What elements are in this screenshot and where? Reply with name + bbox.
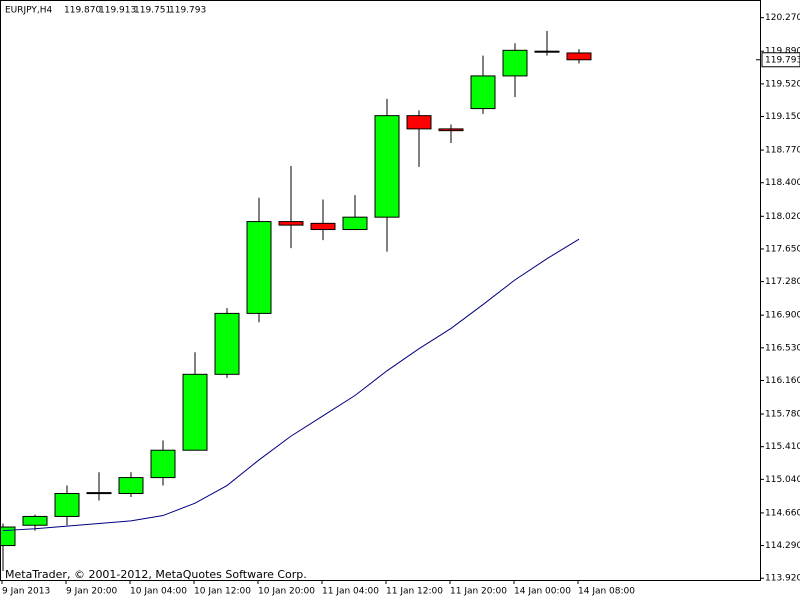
y-tick-label: 118.770 <box>765 146 800 156</box>
candle-body <box>534 50 560 53</box>
y-tick-label: 115.780 <box>765 410 800 420</box>
candle-body <box>342 216 368 231</box>
candle-body <box>86 492 112 495</box>
header-close: 119.793 <box>169 6 206 16</box>
candle-body <box>438 128 464 132</box>
candle-body <box>502 49 528 77</box>
candle-body <box>182 373 208 451</box>
x-tick-label: 11 Jan 04:00 <box>322 587 379 597</box>
y-tick-label: 115.410 <box>765 442 800 452</box>
x-tick-label: 14 Jan 00:00 <box>514 587 571 597</box>
y-tick-label: 116.160 <box>765 376 800 386</box>
y-tick-label: 119.150 <box>765 112 800 122</box>
candle-body <box>566 52 592 61</box>
candle-body <box>374 115 400 218</box>
x-tick-label: 14 Jan 08:00 <box>578 587 635 597</box>
candle-body <box>54 492 80 517</box>
y-tick-label: 114.660 <box>765 508 800 518</box>
plot-frame <box>0 0 761 581</box>
candle-body <box>406 115 432 130</box>
y-tick-label: 117.650 <box>765 244 800 254</box>
y-tick-label: 117.280 <box>765 277 800 287</box>
header-open: 119.870 <box>64 6 101 16</box>
x-tick-label: 9 Jan 20:00 <box>66 587 118 597</box>
x-tick-label: 10 Jan 04:00 <box>130 587 187 597</box>
y-tick-label: 114.290 <box>765 541 800 551</box>
x-tick-label: 10 Jan 20:00 <box>258 587 315 597</box>
candle-body <box>310 222 336 231</box>
y-tick-label: 118.400 <box>765 178 800 188</box>
plot-area <box>1 30 592 572</box>
y-tick-label: 119.890 <box>765 47 800 57</box>
header-high: 119.913 <box>99 6 136 16</box>
symbol-header: EURJPY,H4 <box>5 6 53 16</box>
candle-body <box>1 526 16 547</box>
y-tick-label: 118.020 <box>765 212 800 222</box>
y-tick-label: 115.040 <box>765 475 800 485</box>
candle-body <box>118 477 144 494</box>
candle-body <box>150 449 176 479</box>
x-tick-label: 11 Jan 20:00 <box>450 587 507 597</box>
x-tick-label: 10 Jan 12:00 <box>194 587 251 597</box>
y-tick-label: 116.530 <box>765 343 800 353</box>
candle-body <box>22 515 48 526</box>
y-tick-label: 120.270 <box>765 13 800 23</box>
x-tick-label: 11 Jan 12:00 <box>386 587 443 597</box>
last-price-label: 119.793 <box>765 55 800 65</box>
y-tick-label: 119.520 <box>765 79 800 89</box>
x-tick-label: 9 Jan 2013 <box>2 587 50 597</box>
header-low: 119.751 <box>134 6 171 16</box>
candle-body <box>278 221 304 226</box>
candle-body <box>246 221 272 314</box>
watermark: MetaTrader, © 2001-2012, MetaQuotes Soft… <box>5 568 307 581</box>
moving-average <box>2 238 580 532</box>
candle-body <box>214 312 240 375</box>
candle-body <box>470 75 496 110</box>
y-tick-label: 113.920 <box>765 574 800 584</box>
y-tick-label: 116.900 <box>765 311 800 321</box>
last-price-box <box>761 52 800 68</box>
